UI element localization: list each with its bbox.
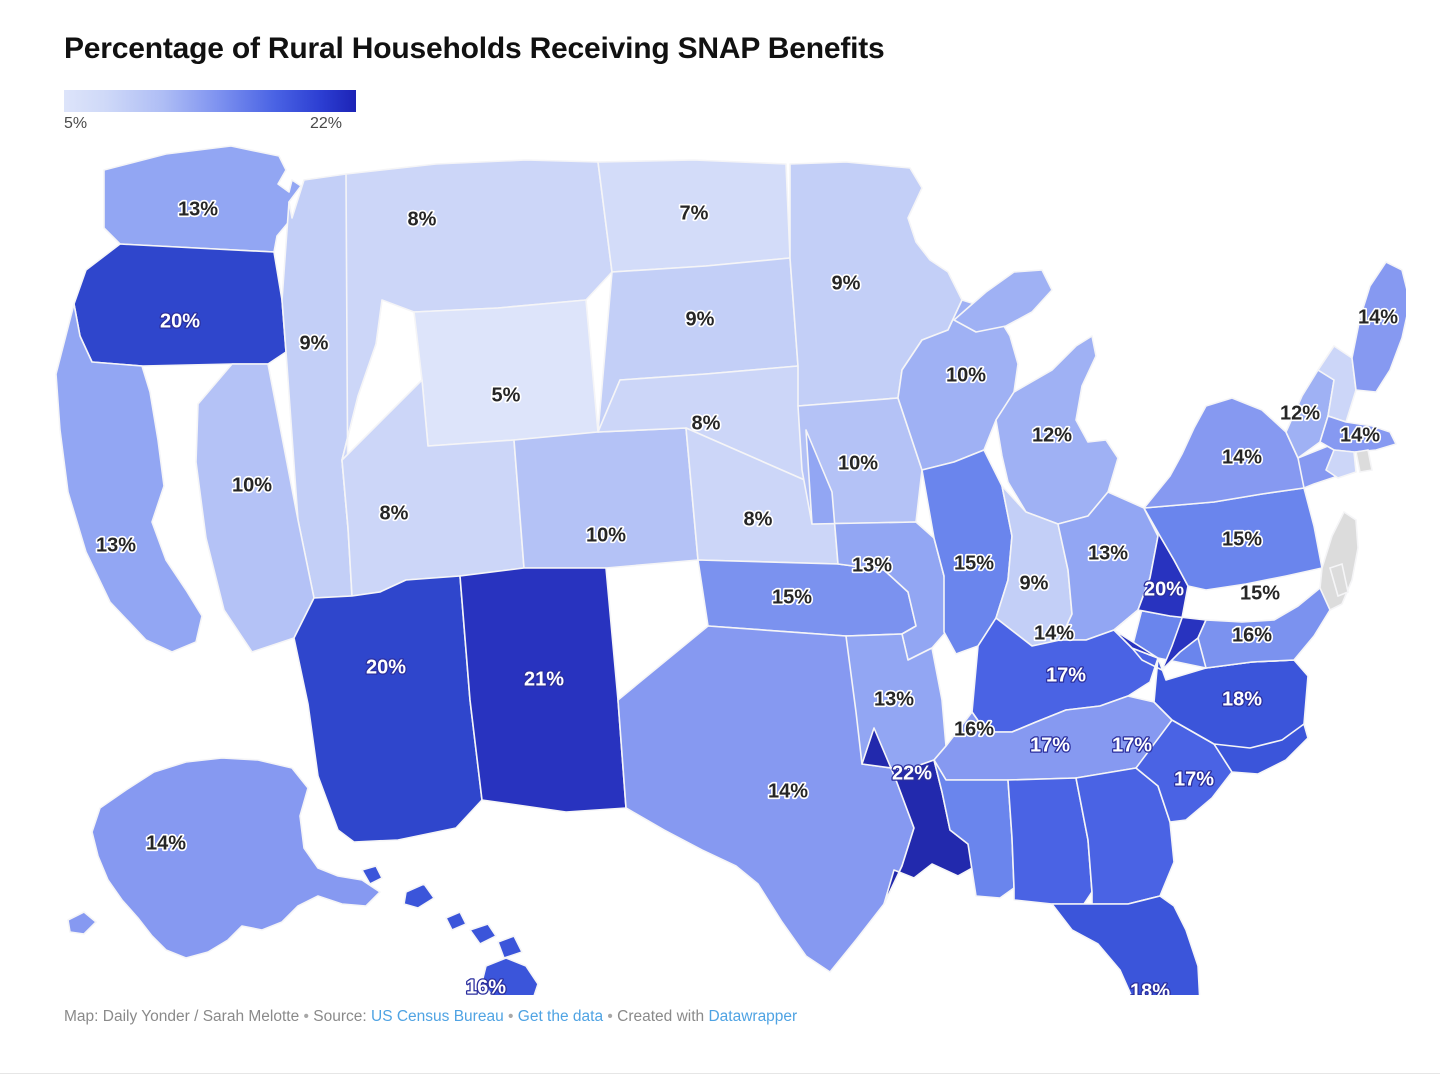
state-wy[interactable] (413, 299, 599, 447)
state-label-nm: 21% (524, 668, 564, 690)
state-label-al: 17% (1030, 734, 1070, 756)
footer-sep-1: • (303, 1008, 309, 1025)
footer-credit: Map: Daily Yonder / Sarah Melotte (64, 1008, 300, 1025)
state-label-mi: 12% (1032, 424, 1072, 446)
states-layer (55, 145, 1406, 995)
state-label-ne: 8% (692, 412, 721, 434)
state-de[interactable] (1329, 562, 1349, 598)
legend-tick-labels: 5% 22% (64, 115, 356, 135)
footer-sep-2: • (508, 1008, 514, 1025)
state-label-mn: 9% (832, 272, 861, 294)
source-link[interactable]: US Census Bureau (371, 1008, 504, 1025)
state-nh[interactable] (1317, 345, 1357, 423)
state-co[interactable] (513, 427, 699, 569)
state-label-ky: 17% (1046, 664, 1086, 686)
state-label-ut: 8% (380, 502, 409, 524)
state-label-sc: 17% (1174, 768, 1214, 790)
get-the-data-link[interactable]: Get the data (517, 1008, 604, 1025)
state-label-la: 22% (892, 762, 932, 784)
state-label-tx: 14% (768, 780, 808, 802)
state-ri[interactable] (1355, 449, 1373, 473)
legend-max-label: 22% (310, 115, 343, 132)
color-legend: 5% 22% (64, 90, 356, 135)
state-me[interactable] (1351, 261, 1406, 393)
legend-min-label: 5% (64, 115, 88, 132)
legend-gradient-bar (64, 90, 356, 112)
state-value-labels: 13% 20% 13% 9% 10% 8% 5% 8% 10% 20% 21% 7% 9% 8% 8% 15%… (94, 197, 1399, 995)
state-label-wa: 13% (178, 198, 218, 220)
state-label-ga: 17% (1112, 734, 1152, 756)
state-az[interactable] (293, 575, 483, 843)
state-label-nc: 18% (1222, 688, 1262, 710)
state-label-mo: 13% (852, 554, 892, 576)
us-states-svg: 13% 20% 13% 9% 10% 8% 5% 8% 10% 20% 21% 7% 9% 8% 8% 15%… (55, 145, 1406, 995)
state-mi[interactable] (953, 269, 1119, 525)
state-ct[interactable] (1325, 449, 1357, 479)
state-label-hi: 16% (466, 976, 506, 995)
state-label-pa: 15% (1222, 528, 1262, 550)
state-label-or: 20% (160, 310, 200, 332)
state-label-va: 16% (1232, 624, 1272, 646)
state-label-az: 20% (366, 656, 406, 678)
state-label-vt: 12% (1280, 402, 1320, 424)
state-ms[interactable] (933, 759, 1015, 899)
state-hi[interactable] (361, 865, 539, 995)
state-label-me: 14% (1358, 306, 1398, 328)
choropleth-map: 13% 20% 13% 9% 10% 8% 5% 8% 10% 20% 21% 7% 9% 8% 8% 15%… (46, 140, 1406, 995)
state-label-mt: 8% (408, 208, 437, 230)
state-fl[interactable] (1051, 895, 1201, 995)
state-label-md: 15% (1240, 582, 1280, 604)
state-label-ms: 16% (954, 718, 994, 740)
state-label-ia: 10% (838, 452, 878, 474)
state-label-ca: 13% (96, 534, 136, 556)
footer-created-label: Created with (617, 1008, 705, 1025)
state-label-ar: 13% (874, 688, 914, 710)
state-label-nv: 10% (232, 474, 272, 496)
state-label-tn: 14% (1034, 622, 1074, 644)
state-label-ks: 8% (744, 508, 773, 530)
state-label-in: 9% (1020, 572, 1049, 594)
state-ak[interactable] (67, 757, 381, 959)
state-nj[interactable] (1319, 510, 1359, 612)
state-label-ak: 14% (146, 832, 186, 854)
footer-sep-3: • (607, 1008, 613, 1025)
state-label-ma: 14% (1340, 424, 1380, 446)
state-label-sd: 9% (686, 308, 715, 330)
datawrapper-link[interactable]: Datawrapper (708, 1008, 798, 1025)
state-label-ny: 14% (1222, 446, 1262, 468)
page-title: Percentage of Rural Households Receiving… (64, 32, 885, 65)
state-label-wv: 20% (1144, 578, 1184, 600)
chart-footer: Map: Daily Yonder / Sarah Melotte • Sour… (64, 1008, 797, 1026)
state-label-ok: 15% (772, 586, 812, 608)
state-or[interactable] (73, 243, 287, 367)
state-label-wy: 5% (492, 384, 521, 406)
state-nv[interactable] (195, 363, 315, 653)
state-label-nd: 7% (680, 202, 709, 224)
state-ca[interactable] (55, 303, 203, 653)
state-label-co: 10% (586, 524, 626, 546)
state-label-il: 15% (954, 552, 994, 574)
state-label-oh: 13% (1088, 542, 1128, 564)
state-label-wi: 10% (946, 364, 986, 386)
state-label-fl: 18% (1130, 980, 1170, 995)
footer-source-label: Source: (313, 1008, 367, 1025)
state-label-id: 9% (300, 332, 329, 354)
